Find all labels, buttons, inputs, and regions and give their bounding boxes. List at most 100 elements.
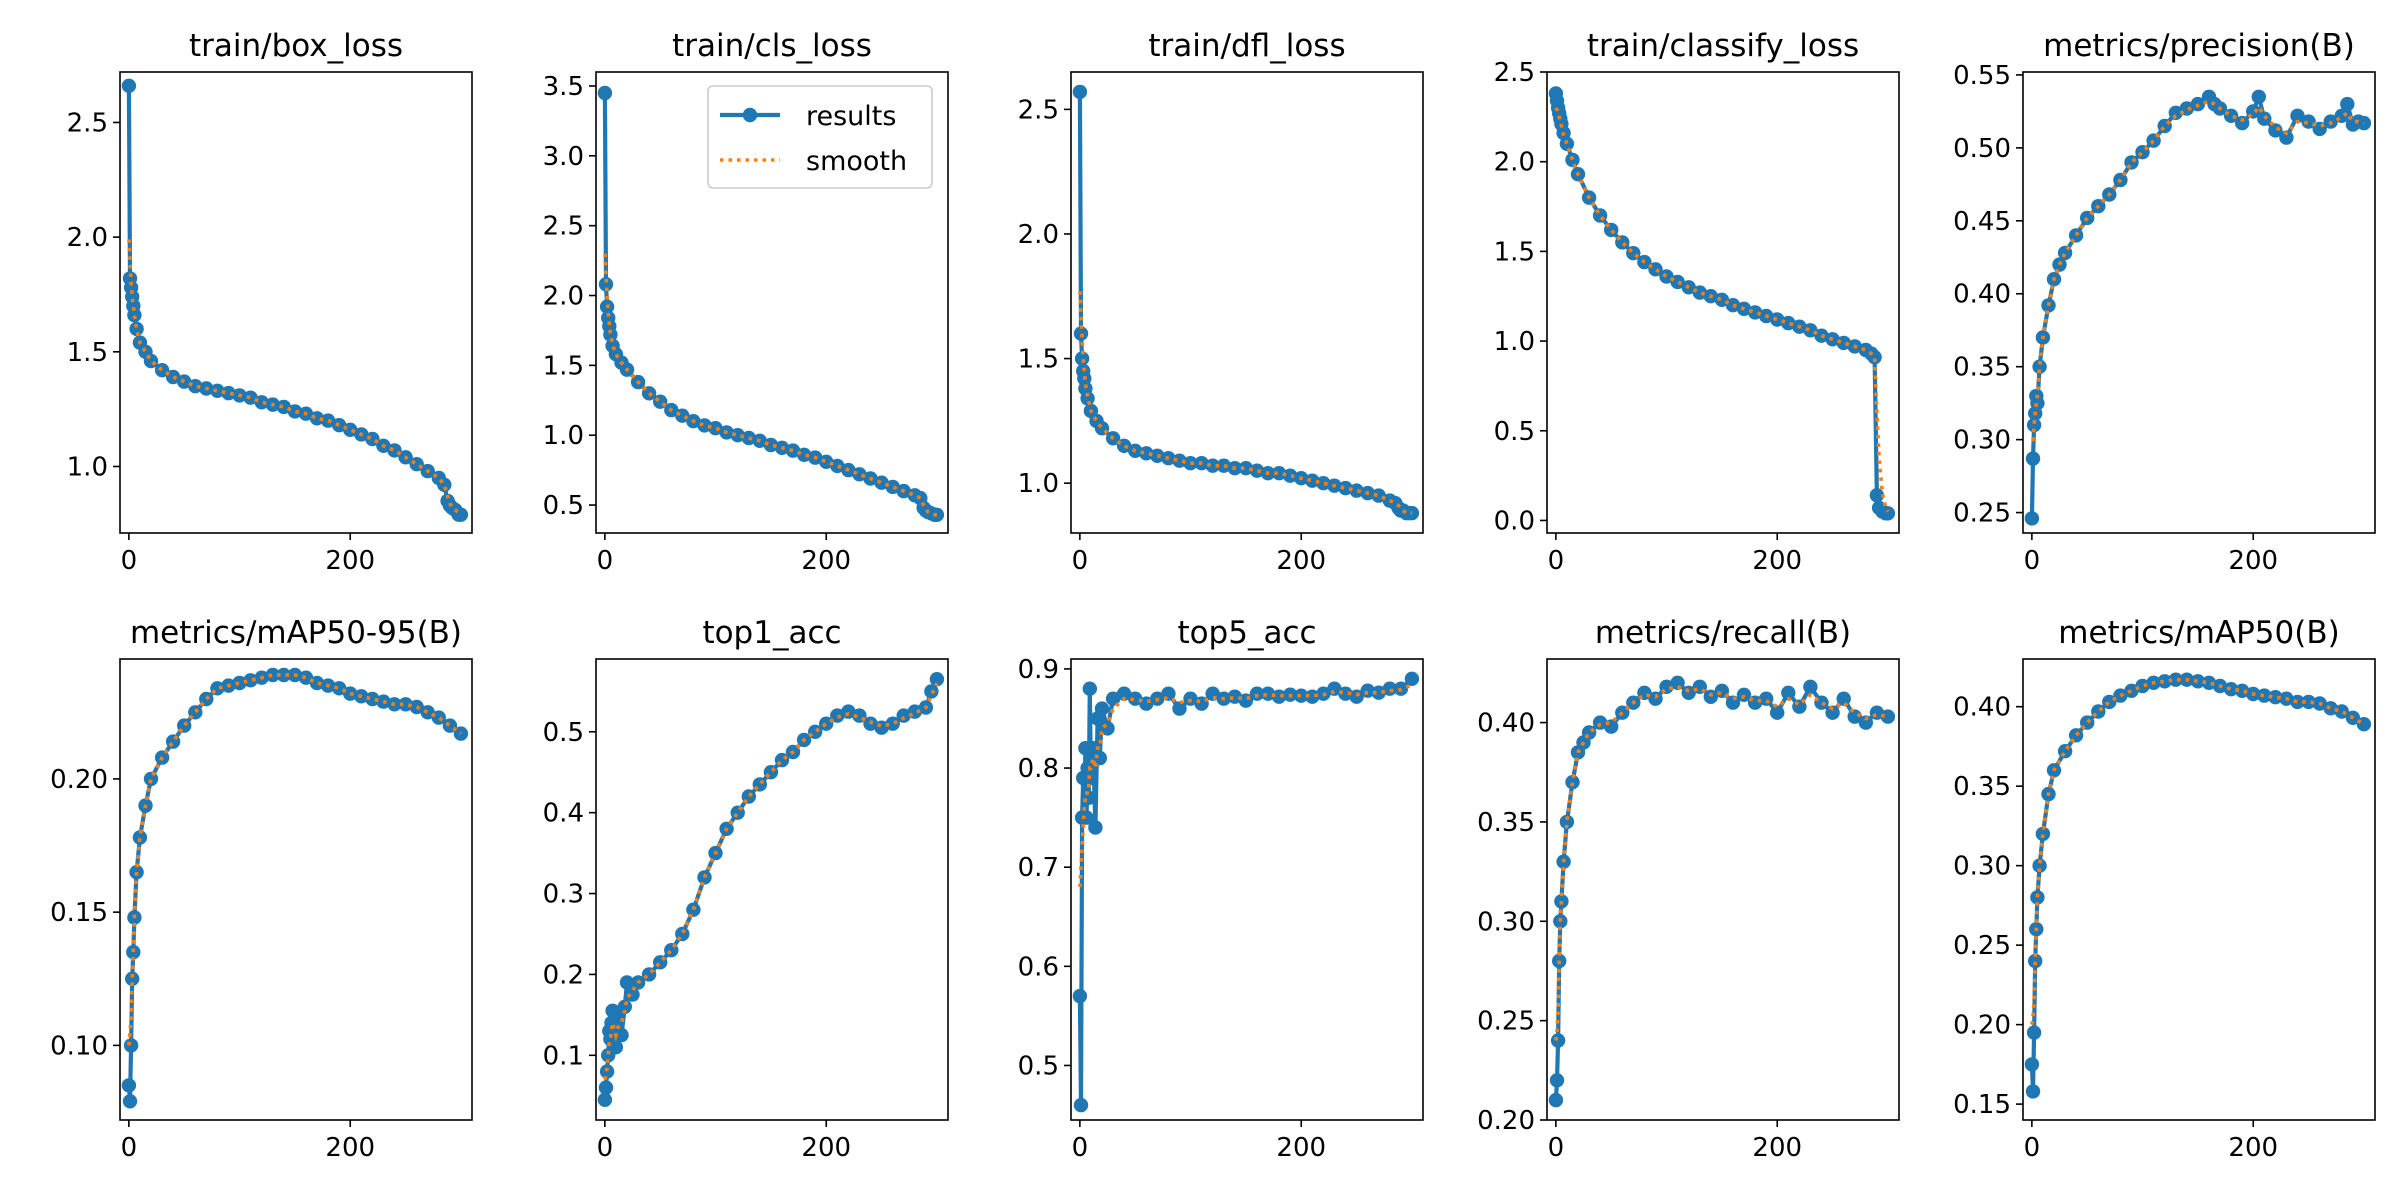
results-point — [1360, 683, 1375, 698]
series-smooth-line — [1078, 291, 1412, 515]
x-tick-label: 200 — [325, 1133, 375, 1163]
results-point — [598, 1080, 614, 1095]
x-tick-label: 200 — [325, 546, 375, 576]
results-point — [1072, 84, 1088, 100]
y-tick-label: 0.40 — [1477, 709, 1535, 739]
results-point — [2334, 704, 2349, 719]
chart-train-box-loss: train/box_loss 0 200 1.0 1.5 2.0 2.5 — [67, 28, 473, 576]
results-point — [1880, 709, 1896, 724]
series-smooth-line — [1078, 683, 1413, 888]
results-point — [2025, 1084, 2041, 1099]
results-point — [614, 1027, 629, 1043]
results-point — [1592, 715, 1608, 730]
y-tick-label: 0.25 — [1477, 1007, 1535, 1037]
results-point — [1736, 687, 1752, 702]
plot-area — [2024, 672, 2372, 1099]
results-point — [1327, 681, 1342, 696]
results-point — [598, 277, 614, 292]
x-tick-label: 200 — [2228, 546, 2278, 576]
results-point — [2257, 688, 2272, 703]
y-tick-label: 0.20 — [1953, 1011, 2011, 1041]
results-point — [143, 353, 159, 369]
results-point — [1404, 671, 1420, 686]
series-results-line — [2029, 677, 2365, 1094]
y-tick-label: 0.9 — [1018, 655, 1059, 685]
chart-title: top1_acc — [702, 615, 841, 651]
results-point — [309, 411, 325, 426]
y-tick-label: 1.5 — [1018, 345, 1059, 375]
results-point — [287, 404, 303, 419]
y-tick-label: 0.5 — [1018, 1051, 1059, 1081]
y-tick-label: 2.0 — [67, 223, 108, 253]
results-point — [1338, 686, 1353, 701]
results-point — [763, 437, 779, 453]
results-point — [2268, 690, 2283, 705]
results-point — [2190, 674, 2206, 689]
results-point — [265, 667, 280, 683]
y-tick-label: 0.15 — [50, 898, 108, 928]
y-tick-label: 0.10 — [50, 1031, 108, 1061]
results-point — [1648, 691, 1663, 706]
legend-results-marker — [742, 107, 758, 123]
results-point — [126, 944, 141, 960]
results-point — [2025, 451, 2041, 466]
results-point — [1172, 453, 1187, 468]
results-point — [1205, 458, 1220, 473]
results-point — [1581, 725, 1597, 740]
results-point — [1128, 691, 1143, 706]
x-tick-label: 200 — [801, 546, 851, 576]
results-point — [1072, 988, 1088, 1004]
chart-metrics-map50-b: metrics/mAP50(B) 0 200 0.15 0.20 0.25 0.30 0.35… — [1953, 615, 2376, 1163]
results-point — [365, 691, 380, 707]
results-point — [243, 390, 258, 405]
x-tick-label: 0 — [2024, 1133, 2041, 1163]
results-point — [1073, 1097, 1089, 1113]
results-point — [2268, 123, 2283, 138]
y-tick-label: 0.0 — [1494, 506, 1535, 536]
x-tick-label: 200 — [1752, 1133, 1802, 1163]
y-tick-label: 0.30 — [1477, 907, 1535, 937]
y-tick-label: 0.5 — [543, 718, 584, 748]
results-point — [1092, 750, 1108, 766]
results-point — [1216, 458, 1232, 473]
results-point — [2168, 672, 2183, 687]
y-tick-label: 2.5 — [67, 108, 108, 138]
axes-frame — [119, 71, 473, 534]
results-point — [1271, 689, 1287, 704]
y-tick-label: 0.20 — [1477, 1106, 1535, 1136]
results-point — [841, 704, 856, 719]
series-results-line — [1077, 677, 1414, 1108]
series-smooth-line — [603, 682, 939, 1081]
y-tick-label: 2.0 — [1494, 148, 1535, 178]
plot-area — [597, 85, 945, 522]
y-tick-label: 0.45 — [1953, 207, 2011, 237]
plot-area — [597, 672, 945, 1108]
axes-frame — [1070, 658, 1424, 1121]
series-smooth-line — [1554, 684, 1889, 1041]
results-point — [2340, 96, 2355, 112]
results-point — [1781, 685, 1796, 700]
y-tick-label: 0.35 — [1477, 808, 1535, 838]
results-point — [1227, 689, 1243, 704]
results-point — [1371, 685, 1386, 700]
results-point — [730, 805, 745, 820]
results-point — [2251, 89, 2266, 105]
y-tick-label: 0.4 — [543, 799, 584, 829]
results-point — [796, 447, 812, 462]
plot-area — [1548, 86, 1896, 521]
results-point — [852, 467, 867, 482]
results-point — [2301, 694, 2316, 710]
results-point — [708, 421, 723, 436]
results-point — [1079, 810, 1094, 825]
results-point — [2257, 111, 2272, 126]
axes-frame — [1546, 658, 1900, 1121]
results-point — [874, 475, 889, 490]
results-point — [599, 1064, 615, 1079]
results-point — [1316, 476, 1331, 491]
results-point — [129, 321, 144, 337]
results-point — [1283, 468, 1298, 483]
results-point — [2135, 678, 2150, 694]
axes-frame — [2022, 658, 2376, 1121]
results-point — [1080, 391, 1095, 406]
series-results-line — [2029, 94, 2365, 519]
